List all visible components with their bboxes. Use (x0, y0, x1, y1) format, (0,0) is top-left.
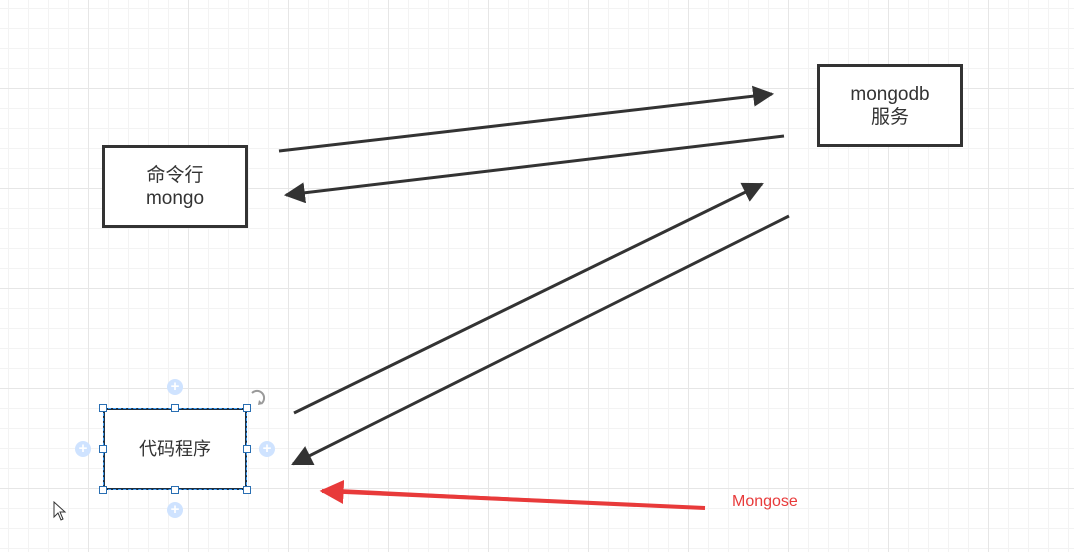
connect-top-plus-icon[interactable]: + (167, 379, 183, 395)
resize-handle-nw[interactable] (99, 404, 107, 412)
resize-handle-e[interactable] (243, 445, 251, 453)
edge-code-to-server[interactable] (293, 182, 764, 415)
annotation-arrow-shaft (319, 479, 706, 510)
rotate-icon[interactable] (248, 385, 270, 407)
resize-handle-n[interactable] (171, 404, 179, 412)
connect-left-plus-icon[interactable]: + (75, 441, 91, 457)
connect-bottom-plus-icon[interactable]: + (167, 502, 183, 518)
node-cli-line1: 命令行 (146, 164, 204, 186)
node-cli-line2: mongo (145, 187, 205, 209)
edge-cli-to-server[interactable] (278, 85, 775, 153)
resize-handle-s[interactable] (171, 486, 179, 494)
edge-server-to-cli[interactable] (283, 134, 785, 204)
resize-handle-w[interactable] (99, 445, 107, 453)
resize-handle-sw[interactable] (99, 486, 107, 494)
connect-right-plus-icon[interactable]: + (259, 441, 275, 457)
node-command-line-mongo[interactable]: 命令行 mongo (102, 145, 248, 228)
node-mongodb-service[interactable]: mongodb 服务 (817, 64, 963, 147)
node-server-line2: 服务 (870, 106, 909, 128)
edge-server-to-code[interactable] (291, 214, 790, 466)
resize-handle-se[interactable] (243, 486, 251, 494)
cursor-icon (53, 501, 67, 521)
node-code-program[interactable]: 代码程序 (103, 408, 247, 490)
node-server-line1: mongodb (850, 83, 930, 105)
resize-handle-ne[interactable] (243, 404, 251, 412)
annotation-mongose: Mongose (732, 493, 798, 510)
node-code-label: 代码程序 (139, 438, 211, 459)
